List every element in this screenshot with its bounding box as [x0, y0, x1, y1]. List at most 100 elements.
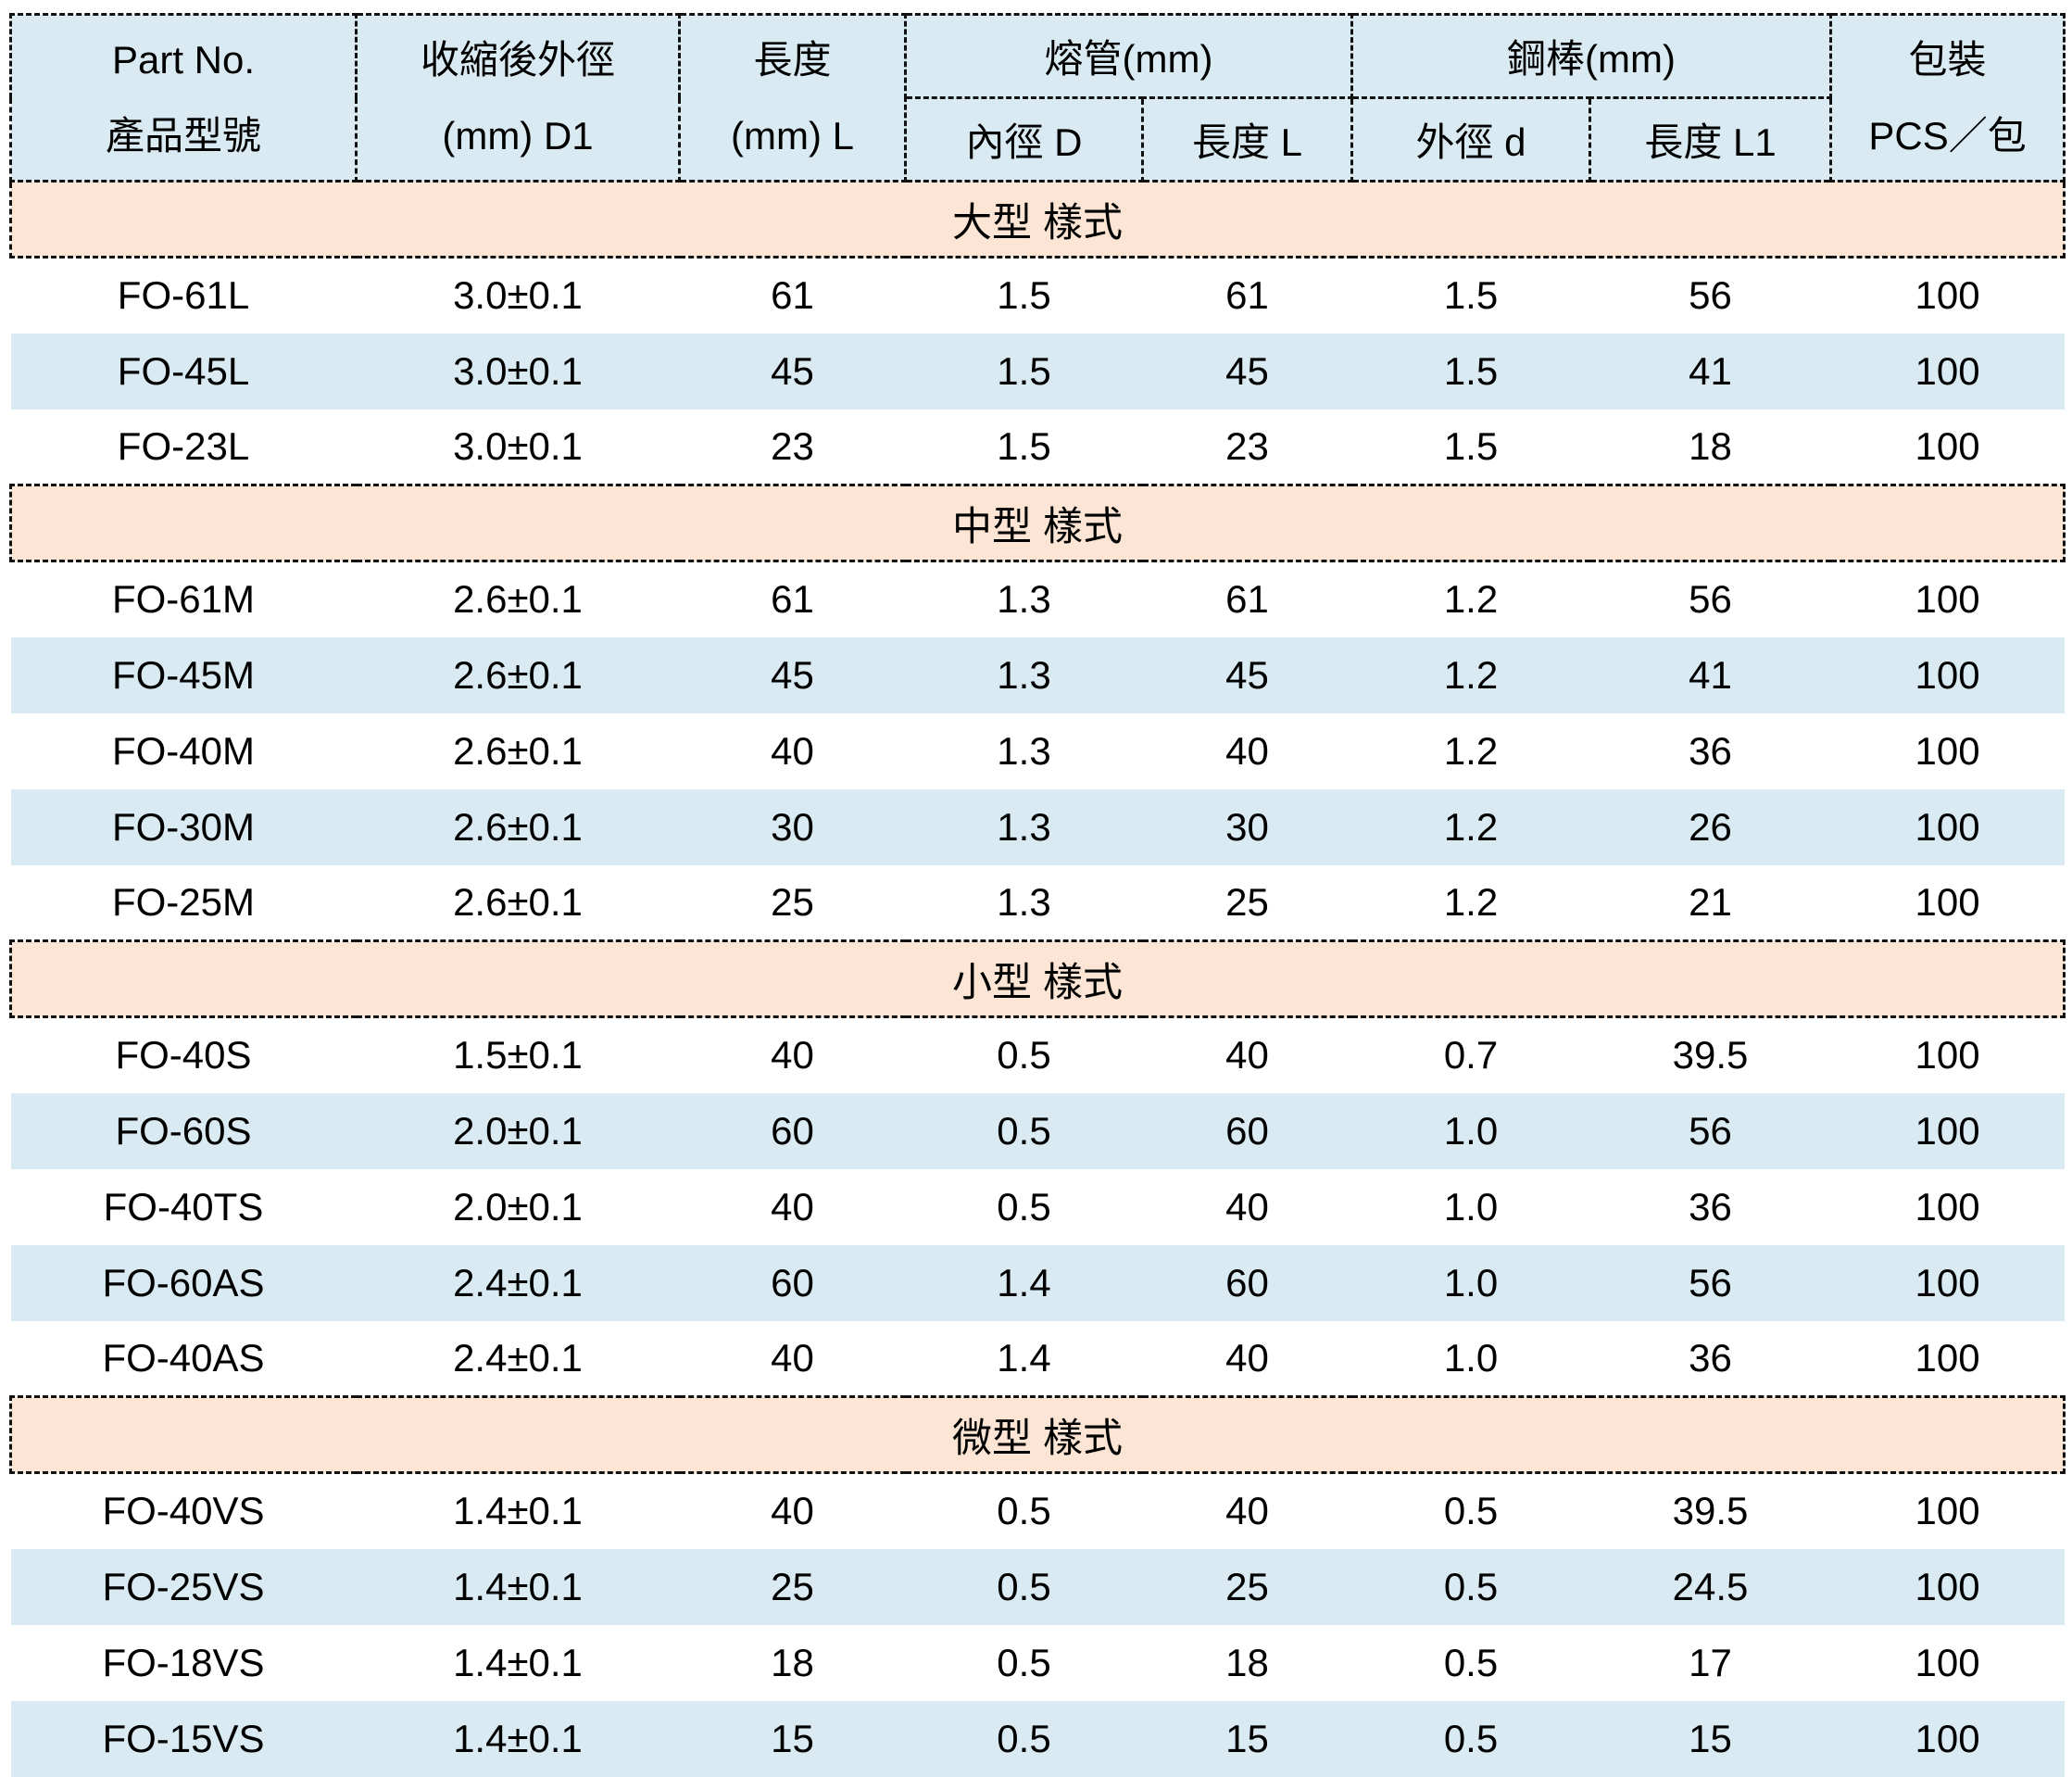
table-cell: 40 [771, 728, 814, 773]
table-cell: 24.5 [1589, 1548, 1831, 1625]
table-cell: 1.0 [1443, 1335, 1499, 1380]
part-no-cell: FO-40M [111, 728, 255, 773]
table-cell: 1.0 [1351, 1092, 1590, 1169]
table-cell: 100 [1915, 1033, 1980, 1078]
table-cell: 100 [1915, 423, 1980, 468]
table-cell: 36 [1689, 728, 1732, 773]
table-cell: 45 [679, 636, 906, 713]
col-header-length-line2: (mm) L [731, 113, 854, 158]
part-no-cell: FO-60AS [10, 1244, 357, 1321]
table-cell: 45 [1142, 333, 1352, 410]
table-cell: 2.6±0.1 [356, 636, 680, 713]
table-cell: 25 [771, 879, 814, 924]
table-cell: 0.5 [1443, 1640, 1499, 1684]
table-cell: 0.5 [997, 1489, 1051, 1533]
table-cell: 61 [771, 577, 814, 622]
product-spec-table: Part No. 產品型號 收縮後外徑 (mm) D1 長度 (mm) L 熔管… [8, 13, 2066, 1777]
table-cell: 1.5 [1443, 273, 1499, 318]
table-cell: 0.5 [1351, 1700, 1590, 1777]
section-title: 小型 樣式 [8, 939, 2066, 1018]
table-row: FO-25VS 1.4±0.1 25 0.5 25 0.5 24.5 100 [10, 1548, 2065, 1625]
table-cell: 23 [1225, 423, 1269, 468]
section-title: 大型 樣式 [8, 180, 2066, 258]
part-no-cell: FO-61M [111, 577, 255, 622]
table-cell: 1.0 [1351, 1244, 1590, 1321]
table-row: FO-23L 3.0±0.1 23 1.5 23 1.5 18 100 [11, 410, 2065, 485]
table-cell: 1.2 [1443, 879, 1499, 924]
table-cell: 0.5 [905, 1700, 1143, 1777]
part-no-cell: FO-25VS [10, 1548, 357, 1625]
table-cell: 15 [1589, 1700, 1831, 1777]
table-row: FO-40S 1.5±0.1 40 0.5 40 0.7 39.5 100 [11, 1017, 2065, 1093]
table-cell: 56 [1689, 273, 1732, 318]
table-row: FO-40M 2.6±0.1 40 1.3 40 1.2 36 100 [11, 713, 2065, 789]
table-cell: 100 [1830, 1548, 2065, 1625]
table-cell: 1.4 [997, 1335, 1051, 1380]
table-cell: 3.0±0.1 [356, 333, 680, 410]
table-cell: 2.0±0.1 [453, 1184, 583, 1229]
table-cell: 21 [1689, 879, 1732, 924]
subcol-header-rod-length: 長度 L1 [1589, 96, 1833, 183]
table-cell: 15 [679, 1700, 906, 1777]
table-cell: 30 [679, 788, 906, 865]
table-cell: 23 [771, 423, 814, 468]
section-header-row: 中型 樣式 [8, 484, 2066, 562]
part-no-cell: FO-40VS [102, 1489, 265, 1533]
table-cell: 41 [1589, 636, 1831, 713]
table-cell: 2.4±0.1 [356, 1244, 680, 1321]
table-cell: 2.0±0.1 [356, 1092, 680, 1169]
col-header-part-no-line1: Part No. [111, 37, 256, 82]
table-cell: 0.5 [905, 1548, 1143, 1625]
table-cell: 17 [1689, 1640, 1732, 1684]
section-header-row: 大型 樣式 [8, 180, 2066, 258]
table-cell: 18 [1225, 1640, 1269, 1684]
table-row: FO-60AS 2.4±0.1 60 1.4 60 1.0 56 100 [10, 1244, 2065, 1321]
part-no-cell: FO-61L [117, 273, 250, 318]
table-cell: 2.6±0.1 [453, 879, 583, 924]
table-cell: 100 [1915, 879, 1980, 924]
table-cell: 40 [1225, 1033, 1269, 1078]
table-cell: 45 [679, 333, 906, 410]
table-cell: 3.0±0.1 [453, 273, 583, 318]
table-cell: 45 [1142, 636, 1352, 713]
table-cell: 1.5 [1443, 423, 1499, 468]
section-title: 中型 樣式 [8, 484, 2066, 562]
part-no-cell: FO-25M [111, 879, 255, 924]
table-cell: 56 [1689, 577, 1732, 622]
table-cell: 1.2 [1443, 728, 1499, 773]
header-row-sub: 內徑 D 長度 L 外徑 d 長度 L1 [11, 96, 2065, 183]
table-cell: 40 [1225, 1335, 1269, 1380]
table-header: Part No. 產品型號 收縮後外徑 (mm) D1 長度 (mm) L 熔管… [9, 13, 2066, 183]
table-cell: 3.0±0.1 [453, 423, 583, 468]
subcol-header-rod-outer-dia: 外徑 d [1350, 96, 1592, 183]
part-no-cell: FO-30M [10, 788, 357, 865]
table-cell: 100 [1830, 333, 2065, 410]
table-cell: 1.3 [997, 728, 1051, 773]
table-cell: 100 [1915, 728, 1980, 773]
part-no-cell: FO-18VS [102, 1640, 265, 1684]
table-cell: 60 [1142, 1092, 1352, 1169]
subcol-header-fuse-length: 長度 L [1140, 96, 1354, 183]
part-no-cell: FO-15VS [10, 1700, 357, 1777]
table-cell: 1.2 [1351, 636, 1590, 713]
table-cell: 100 [1915, 577, 1980, 622]
table-cell: 41 [1589, 333, 1831, 410]
table-row: FO-18VS 1.4±0.1 18 0.5 18 0.5 17 100 [11, 1625, 2065, 1701]
part-no-cell: FO-40S [115, 1033, 252, 1078]
part-no-cell: FO-23L [117, 423, 250, 468]
table-cell: 1.4 [905, 1244, 1143, 1321]
table-cell: 100 [1915, 1489, 1980, 1533]
table-cell: 40 [771, 1033, 814, 1078]
table-cell: 1.5 [997, 273, 1051, 318]
part-no-cell: FO-40TS [103, 1184, 264, 1229]
table-cell: 100 [1830, 1092, 2065, 1169]
table-cell: 15 [1142, 1700, 1352, 1777]
col-header-length-line1: 長度 [753, 37, 832, 82]
table-cell: 1.5 [1351, 333, 1590, 410]
part-no-cell: FO-40AS [102, 1335, 265, 1380]
table-cell: 40 [1225, 728, 1269, 773]
table-cell: 100 [1830, 788, 2065, 865]
table-row: FO-45M 2.6±0.1 45 1.3 45 1.2 41 100 [10, 636, 2065, 713]
table-cell: 0.5 [997, 1184, 1051, 1229]
part-no-cell: FO-45L [10, 333, 357, 410]
